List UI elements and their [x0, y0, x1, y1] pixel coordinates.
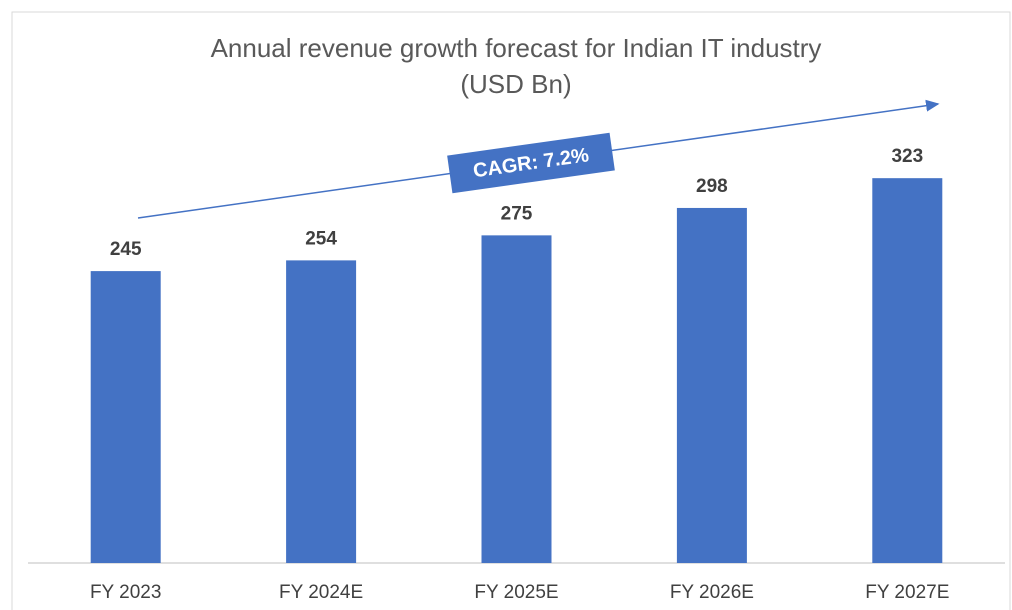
x-tick-label: FY 2027E — [865, 582, 949, 603]
chart-subtitle: (USD Bn) — [460, 69, 571, 99]
bar — [90, 271, 161, 563]
data-label: 245 — [110, 239, 142, 260]
data-label: 275 — [501, 203, 533, 224]
bar — [872, 178, 943, 563]
cagr-badge: CAGR: 7.2% — [447, 132, 615, 194]
x-tick-label: FY 2025E — [474, 582, 558, 603]
bar — [481, 235, 552, 563]
chart-title: Annual revenue growth forecast for India… — [211, 33, 822, 63]
bar — [676, 207, 747, 563]
data-label: 298 — [696, 176, 728, 197]
bar — [286, 260, 357, 563]
chart-frame — [11, 11, 1011, 610]
x-tick-label: FY 2024E — [279, 582, 363, 603]
data-label: 254 — [305, 228, 337, 249]
x-tick-label: FY 2026E — [670, 582, 754, 603]
x-tick-label: FY 2023 — [90, 582, 161, 603]
cagr-box — [447, 132, 615, 194]
data-label: 323 — [891, 146, 923, 167]
